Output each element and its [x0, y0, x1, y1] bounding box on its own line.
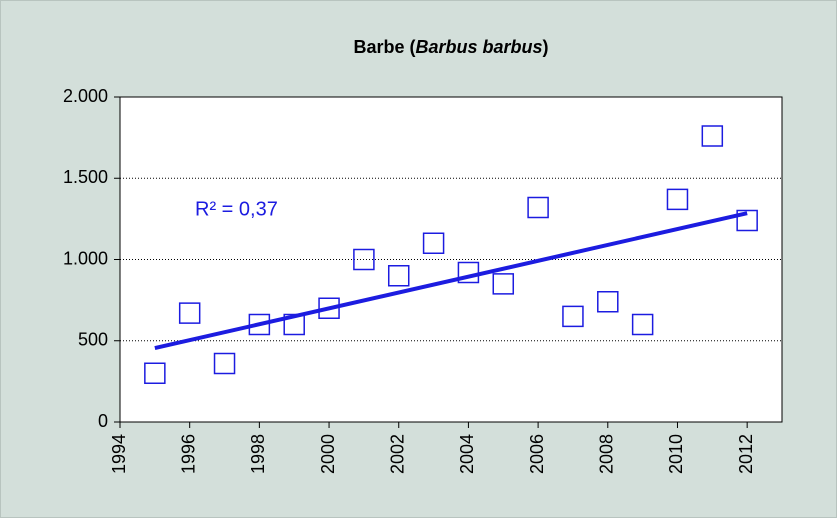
marker — [213, 352, 236, 375]
marker — [353, 248, 375, 271]
x-tick-label: 2006 — [527, 434, 547, 474]
x-tick-label: 2000 — [318, 434, 338, 474]
y-tick-label: 500 — [78, 330, 108, 350]
marker — [562, 305, 584, 328]
y-tick-label: 1.000 — [63, 248, 108, 268]
marker — [387, 265, 410, 287]
title-part: Barbe ( — [353, 37, 415, 57]
plot-border — [119, 96, 783, 423]
marker — [422, 232, 445, 254]
title-part: ) — [543, 37, 549, 57]
x-tick-label: 1998 — [248, 434, 268, 474]
marker — [492, 273, 515, 295]
marker — [736, 209, 758, 232]
title-part: Barbus barbus — [415, 37, 542, 57]
x-tick-label: 2012 — [736, 434, 756, 474]
x-tick-label: 2010 — [666, 434, 686, 474]
y-tick-label: 1.500 — [63, 167, 108, 187]
marker — [318, 297, 340, 319]
x-tick-label: 1994 — [109, 434, 129, 474]
x-tick-label: 2008 — [597, 434, 617, 474]
y-tick-label: 0 — [98, 411, 108, 431]
marker — [701, 125, 724, 147]
marker — [178, 302, 201, 324]
x-tick-label: 2002 — [387, 434, 407, 474]
marker — [597, 291, 619, 313]
marker — [144, 362, 166, 384]
trendline — [154, 211, 748, 351]
x-tick-label: 2004 — [457, 434, 477, 474]
marker — [666, 188, 689, 211]
marker — [527, 196, 549, 219]
x-tick-label: 1996 — [178, 434, 198, 474]
chart-title: Barbe (Barbus barbus) — [353, 37, 548, 57]
annotation: R² = 0,37 — [195, 198, 278, 220]
marker — [631, 313, 654, 336]
y-tick-label: 2.000 — [63, 86, 108, 106]
